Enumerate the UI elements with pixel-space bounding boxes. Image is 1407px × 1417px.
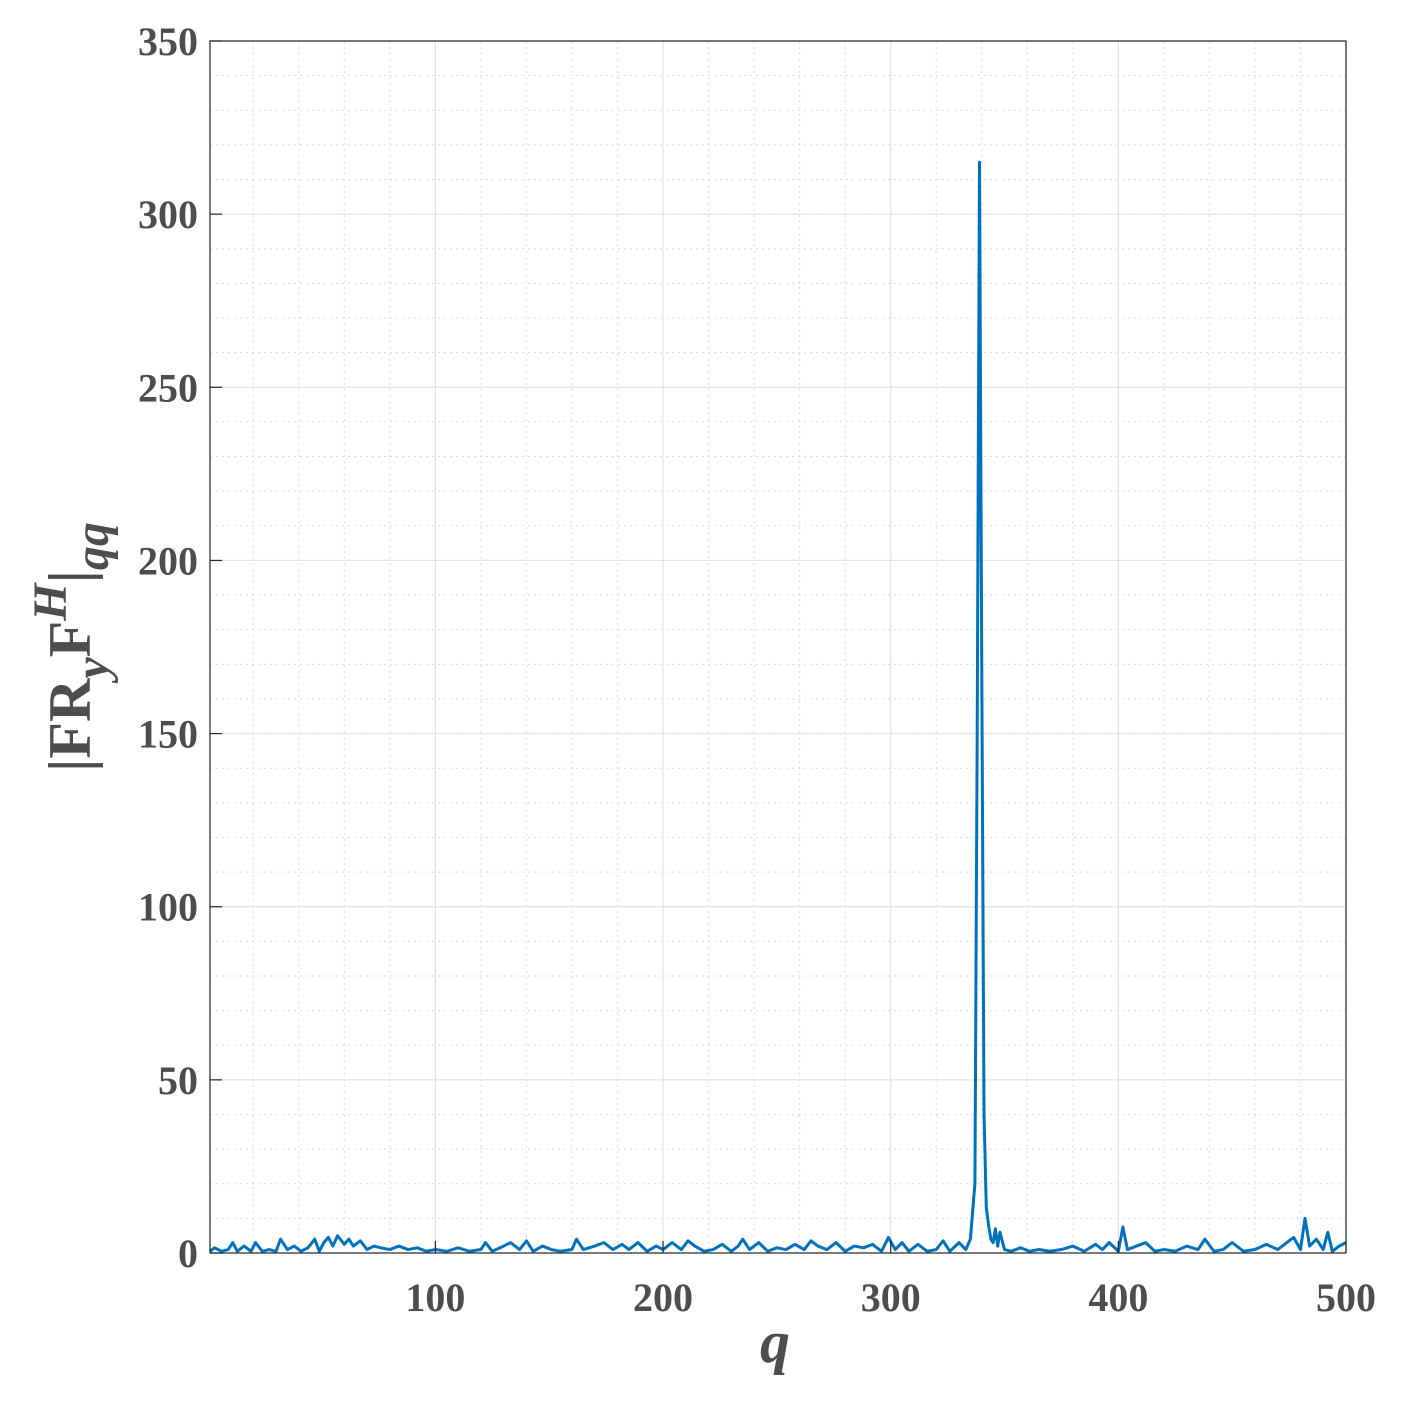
y-tick-label: 0 <box>178 1231 198 1276</box>
y-label-part: H <box>24 582 77 622</box>
y-label-part: F <box>37 621 103 658</box>
plot-area <box>209 160 1347 1253</box>
y-tick-label: 150 <box>138 712 198 757</box>
x-tick-label: 500 <box>1316 1275 1376 1320</box>
y-tick-label: 250 <box>138 365 198 410</box>
data-line <box>209 160 1347 1253</box>
grid <box>210 40 1347 1254</box>
x-tick-label: 200 <box>633 1275 693 1320</box>
x-tick-label: 100 <box>405 1275 465 1320</box>
x-axis-label: q <box>760 1309 790 1375</box>
x-tick-label: 400 <box>1088 1275 1148 1320</box>
y-axis-label: |FRyFH|qq <box>24 522 119 772</box>
y-label-part: y <box>66 657 119 684</box>
y-label-part: qq <box>66 522 119 570</box>
y-label-part: |FR <box>37 678 103 772</box>
axes-box <box>209 40 1347 1254</box>
x-tick-label: 300 <box>861 1275 921 1320</box>
y-tick-label: 50 <box>158 1058 198 1103</box>
y-label-part: | <box>37 570 103 583</box>
y-tick-label: 350 <box>138 19 198 64</box>
y-tick-label: 300 <box>138 192 198 237</box>
y-tick-label: 100 <box>138 885 198 930</box>
y-tick-label: 200 <box>138 538 198 583</box>
